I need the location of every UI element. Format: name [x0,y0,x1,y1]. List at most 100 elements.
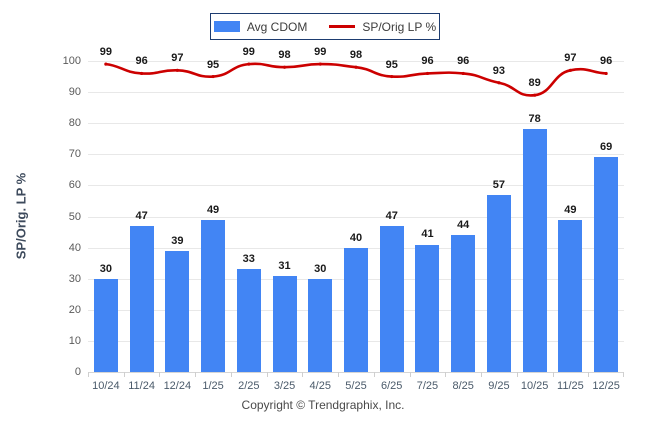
y-axis-tick-label: 60 [68,179,81,192]
line-value-label: 98 [278,49,291,62]
line-value-label: 93 [492,64,506,77]
bar[interactable] [379,225,404,372]
bar[interactable] [344,247,368,372]
line-marker[interactable] [282,65,287,69]
chart-legend: Avg CDOM SP/Orig LP % [210,13,440,40]
y-axis-tick-label: 0 [74,366,81,378]
x-axis-tick-mark [159,372,160,377]
y-axis-tick-label: 10 [68,334,81,347]
line-marker[interactable] [461,71,465,76]
x-axis-tick-label: 8/25 [452,380,474,392]
x-axis-tick-mark [445,372,446,377]
line-value-label: 95 [206,58,220,71]
x-axis-tick-mark [231,372,232,377]
x-axis-tick-label: 12/25 [592,380,620,392]
y-axis-tick-label: 50 [68,210,81,223]
line-series [104,62,608,97]
x-axis-tick-label: 10/24 [92,380,120,392]
gridline [88,185,624,187]
bar-value-label: 30 [99,262,112,275]
line-value-label: 99 [314,46,327,59]
bar[interactable] [415,244,440,372]
y-axis-tick-label: 100 [62,55,81,67]
y-axis-tick-label: 30 [68,272,81,285]
y-axis-tick-label: 80 [68,117,81,130]
line-swatch-icon [329,25,356,28]
y-axis-tick-label: 20 [68,303,81,316]
legend-label-sp-orig-lp: SP/Orig LP % [362,19,437,34]
bar-value-label: 39 [171,234,184,247]
bar[interactable] [486,194,511,372]
bar-value-label: 40 [349,231,363,244]
gridline [88,123,624,125]
line-marker[interactable] [140,71,144,76]
line-value-label: 98 [349,49,363,62]
line-marker[interactable] [425,71,430,76]
bar[interactable] [165,250,190,372]
x-axis-tick-label: 12/24 [163,380,192,392]
x-axis-tick-mark [623,372,624,377]
bar[interactable] [522,129,547,372]
bar-value-label: 44 [457,219,470,232]
x-axis-tick-label: 11/24 [128,380,155,392]
bar-value-label: 47 [385,209,398,222]
line-marker[interactable] [390,74,394,79]
gridline [88,216,624,218]
bar[interactable] [594,157,619,372]
line-marker[interactable] [211,74,215,79]
legend-entry-sp-orig-lp[interactable]: SP/Orig LP % [329,20,436,34]
bar[interactable] [451,235,476,372]
line-value-label: 97 [171,52,184,65]
bar-value-label: 78 [528,113,541,126]
bar-swatch-icon [213,21,240,32]
x-axis-tick-mark [410,372,411,377]
bar[interactable] [93,278,118,372]
line-marker[interactable] [533,93,537,97]
x-axis-tick-mark [124,372,125,377]
line-value-label: 96 [457,55,470,68]
line-marker[interactable] [175,68,179,72]
y-axis-tick-label: 90 [68,86,81,99]
bar-value-label: 69 [600,141,613,154]
line-markers [104,62,608,97]
x-axis-tick-label: 5/25 [345,380,367,392]
bar[interactable] [558,219,583,372]
copyright-notice: Copyright © Trendgraphix, Inc. [241,398,405,412]
x-axis-tick-label: 2/25 [238,380,260,392]
line-value-label: 96 [135,55,148,68]
line-marker[interactable] [568,68,572,72]
bar[interactable] [236,269,261,372]
x-axis-tick-label: 6/25 [381,380,403,392]
line-marker[interactable] [247,62,251,66]
x-axis-tick-label: 7/25 [416,380,439,392]
x-axis-tick-mark [553,372,554,377]
y-axis-title: SP/Orig. LP % [13,172,29,260]
bar[interactable] [201,219,226,372]
line-marker[interactable] [497,81,501,85]
bar[interactable] [308,278,333,372]
gridline [88,61,624,62]
bar-value-label: 57 [492,178,506,191]
bar[interactable] [272,275,297,372]
line-marker[interactable] [318,62,322,66]
line-marker[interactable] [104,62,108,66]
y-axis-tick-label: 70 [68,148,81,161]
x-axis-tick-label: 11/25 [557,380,584,392]
y-axis-tick-label: 40 [68,241,81,254]
bar-value-label: 49 [206,203,220,216]
line-value-label: 89 [528,77,541,90]
bar-value-label: 47 [135,209,148,222]
line-value-label: 96 [600,55,613,68]
x-axis-tick-label: 4/25 [309,380,331,392]
x-axis-tick-mark [267,372,268,377]
line-value-label: 96 [421,55,434,68]
legend-entry-avg-cdom[interactable]: Avg CDOM [213,20,307,34]
x-axis-tick-label: 1/25 [202,380,224,392]
x-axis-tick-label: 3/25 [273,380,296,392]
line-marker[interactable] [354,65,358,69]
line-marker[interactable] [604,71,608,76]
x-axis-tick-label: 9/25 [488,380,510,392]
bar[interactable] [129,225,154,372]
x-axis-tick-mark [338,372,339,377]
